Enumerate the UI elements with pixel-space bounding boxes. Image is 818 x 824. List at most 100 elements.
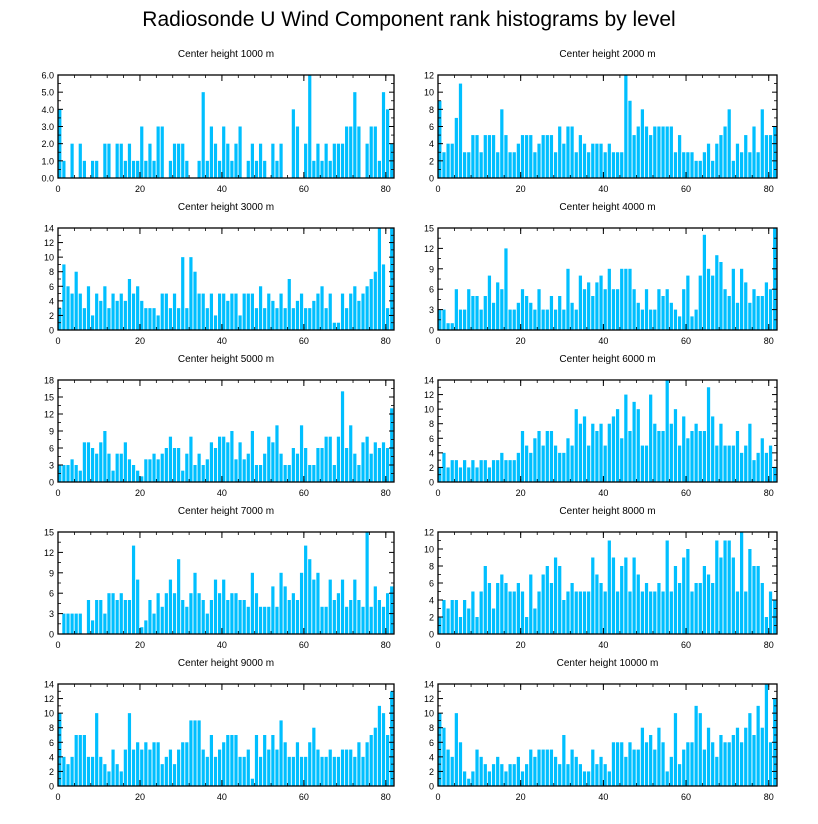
histogram-bar <box>275 606 279 634</box>
histogram-bar <box>537 749 541 786</box>
histogram-bar <box>172 593 177 634</box>
x-tick-label: 80 <box>381 792 391 802</box>
histogram-bar <box>657 583 661 634</box>
histogram-bar <box>694 423 698 482</box>
histogram-bar <box>287 279 291 330</box>
histogram-bar <box>756 296 760 330</box>
histogram-bar <box>491 460 496 482</box>
x-tick-label: 20 <box>516 792 526 802</box>
histogram-bar <box>390 586 394 634</box>
histogram-bar <box>213 756 218 786</box>
x-tick-label: 80 <box>764 640 774 650</box>
histogram-bar <box>99 756 103 786</box>
histogram-bar <box>201 92 205 178</box>
histogram-bar <box>152 453 156 482</box>
y-tick-label: 8 <box>429 105 434 115</box>
histogram-bar <box>246 606 250 634</box>
histogram-bar <box>496 282 500 330</box>
histogram-bar <box>690 316 694 330</box>
histogram-bar <box>735 143 740 178</box>
histogram-bar <box>706 727 711 786</box>
histogram-bar <box>649 309 653 330</box>
histogram-bar <box>164 756 168 786</box>
histogram-bar <box>148 143 152 178</box>
histogram-bar <box>533 152 537 178</box>
histogram-bar <box>267 749 271 786</box>
histogram-bar <box>111 470 115 482</box>
histogram-bar <box>471 460 475 482</box>
histogram-bar <box>295 300 300 330</box>
histogram-bar <box>156 593 160 634</box>
histogram-bar <box>479 460 483 482</box>
y-tick-label: 14 <box>44 224 54 234</box>
histogram-bar <box>308 742 312 786</box>
histogram-bar <box>148 308 152 330</box>
histogram-bar <box>698 583 702 634</box>
x-tick-label: 40 <box>598 184 608 194</box>
histogram-bar <box>611 557 616 634</box>
histogram-bar <box>500 452 504 482</box>
histogram-bar <box>90 160 95 178</box>
histogram-bar <box>185 308 189 330</box>
y-tick-label: 0 <box>49 630 54 640</box>
histogram-bar <box>640 727 645 786</box>
histogram-bar <box>304 143 308 178</box>
histogram-panel: Center height 3000 m 0 2 4 6 8 10 12 14 0 20 40 60 80 <box>44 202 395 346</box>
histogram-bar <box>603 445 607 482</box>
panel-title: Center height 5000 m <box>178 354 274 365</box>
x-tick-label: 60 <box>299 792 309 802</box>
histogram-bar <box>545 749 549 786</box>
histogram-bar <box>201 600 205 634</box>
histogram-bar <box>442 309 446 330</box>
x-tick-label: 0 <box>435 336 440 346</box>
y-tick-label: 6 <box>49 444 54 454</box>
histogram-bar <box>475 296 479 330</box>
histogram-bar <box>628 431 632 482</box>
histogram-bar <box>657 289 661 330</box>
y-tick-label: 5.0 <box>41 88 54 98</box>
histogram-bar <box>279 293 283 330</box>
histogram-bar <box>731 445 735 482</box>
x-tick-label: 20 <box>135 336 145 346</box>
histogram-bar <box>446 749 450 786</box>
histogram-bar <box>234 735 238 786</box>
histogram-bar <box>558 296 562 330</box>
histogram-bar <box>181 742 185 786</box>
histogram-bar <box>115 143 119 178</box>
panel-title: Center height 6000 m <box>559 354 655 365</box>
histogram-bar <box>222 579 226 634</box>
histogram-bar <box>682 289 686 330</box>
histogram-bar <box>649 135 653 178</box>
histogram-bar <box>365 143 369 178</box>
histogram-bar <box>764 684 769 786</box>
histogram-bar <box>574 309 578 330</box>
histogram-bar <box>673 152 678 178</box>
histogram-bar <box>483 566 487 634</box>
histogram-bar <box>332 465 336 482</box>
histogram-bar <box>177 143 181 178</box>
histogram-bar <box>304 545 308 634</box>
histogram-bar <box>463 309 467 330</box>
histogram-bar <box>673 713 678 786</box>
histogram-bar <box>246 160 250 178</box>
histogram-bar <box>353 453 357 482</box>
histogram-bar <box>607 143 611 178</box>
histogram-bar <box>591 143 595 178</box>
x-tick-label: 0 <box>55 336 60 346</box>
histogram-bar <box>373 442 377 482</box>
histogram-bar <box>591 423 595 482</box>
histogram-bar <box>533 756 537 786</box>
histogram-bar <box>279 143 283 178</box>
histogram-bar <box>525 445 529 482</box>
y-tick-label: 18 <box>44 376 54 386</box>
y-tick-label: 12 <box>424 390 434 400</box>
y-tick-label: 0 <box>429 326 434 336</box>
histogram-bar <box>213 143 218 178</box>
histogram-bar <box>487 771 492 786</box>
histogram-bar <box>299 425 304 482</box>
histogram-bar <box>254 735 259 786</box>
histogram-bar <box>299 572 304 634</box>
histogram-bar <box>148 459 152 482</box>
histogram-bar <box>258 143 263 178</box>
histogram-bar <box>768 742 773 786</box>
